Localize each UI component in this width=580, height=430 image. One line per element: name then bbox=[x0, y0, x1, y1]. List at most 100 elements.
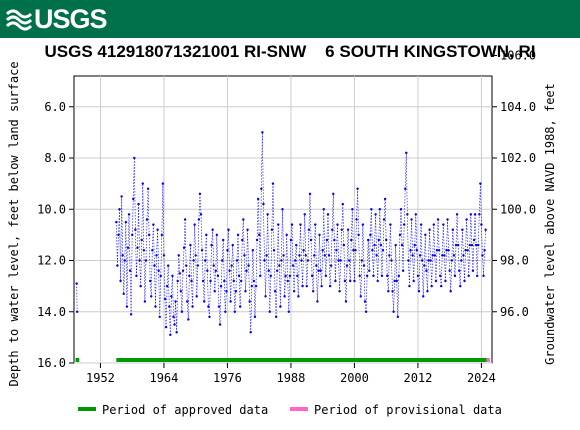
data-point bbox=[377, 238, 380, 242]
series-segment bbox=[461, 229, 463, 261]
series-segment bbox=[362, 224, 365, 266]
usgs-banner: USGS bbox=[0, 0, 580, 38]
series-segment bbox=[203, 260, 206, 302]
series-segment bbox=[199, 193, 202, 215]
series-segment bbox=[125, 222, 128, 307]
x-tick-label: 1988 bbox=[276, 371, 305, 385]
data-point bbox=[341, 202, 344, 206]
data-point bbox=[365, 274, 369, 278]
series-segment bbox=[416, 250, 419, 276]
y-right-tick-label: 98.0 bbox=[500, 254, 529, 268]
series-segment bbox=[428, 229, 430, 261]
data-point bbox=[354, 249, 357, 252]
series-segment bbox=[254, 286, 257, 317]
series-segment bbox=[419, 224, 422, 256]
series-segment bbox=[322, 209, 325, 251]
x-tick-label: 1964 bbox=[149, 371, 178, 385]
data-point bbox=[337, 259, 340, 262]
series-segment bbox=[155, 255, 157, 307]
series-segment bbox=[405, 152, 408, 215]
data-point bbox=[336, 223, 339, 226]
data-point bbox=[364, 310, 368, 313]
data-point bbox=[419, 223, 423, 226]
series-segment bbox=[296, 275, 299, 297]
usgs-logo-text: USGS bbox=[34, 4, 108, 34]
data-point bbox=[375, 254, 378, 257]
series-segment bbox=[389, 224, 391, 256]
series-segment bbox=[367, 239, 370, 271]
series-segment bbox=[453, 255, 456, 276]
data-point bbox=[423, 264, 426, 267]
series-segment bbox=[169, 296, 172, 335]
y-right-tick-label: 106.0 bbox=[500, 49, 536, 63]
series-segment bbox=[471, 245, 474, 271]
series-segment bbox=[117, 234, 119, 266]
data-point bbox=[358, 274, 361, 278]
series-segment bbox=[392, 291, 394, 312]
series-segment bbox=[463, 255, 465, 282]
series-segment bbox=[380, 245, 383, 276]
series-segment bbox=[144, 260, 147, 302]
data-point bbox=[342, 243, 346, 247]
data-point bbox=[406, 213, 409, 216]
series-segment bbox=[177, 255, 180, 282]
data-point bbox=[414, 213, 418, 216]
data-point bbox=[401, 269, 405, 272]
series-segment bbox=[237, 234, 240, 276]
series-segment bbox=[465, 219, 467, 251]
series-segment bbox=[454, 245, 457, 276]
series-segment bbox=[391, 260, 393, 292]
series-segment bbox=[285, 234, 288, 276]
series-segment bbox=[222, 239, 225, 282]
series-segment bbox=[372, 250, 374, 276]
series-segment bbox=[347, 229, 350, 261]
series-segment bbox=[252, 250, 255, 282]
y-axis-left-label: Depth to water level, feet below land su… bbox=[7, 61, 21, 386]
data-point bbox=[362, 264, 366, 267]
series-segment bbox=[358, 234, 361, 276]
series-segment bbox=[220, 260, 223, 287]
data-point bbox=[355, 218, 358, 221]
series-segment bbox=[398, 234, 401, 276]
y-right-tick-label: 102.0 bbox=[500, 151, 536, 165]
series-segment bbox=[214, 270, 217, 292]
series-segment bbox=[241, 219, 244, 241]
data-point bbox=[484, 228, 487, 231]
series-segment bbox=[464, 250, 466, 282]
series-segment bbox=[382, 219, 385, 251]
provisional-period-bar bbox=[486, 358, 490, 362]
series-segment bbox=[475, 245, 478, 276]
series-segment bbox=[327, 214, 330, 256]
series-segment bbox=[145, 219, 148, 261]
series-segment bbox=[149, 280, 152, 297]
data-point bbox=[374, 213, 377, 216]
usgs-logo[interactable]: USGS bbox=[6, 4, 108, 34]
series-segment bbox=[448, 250, 450, 271]
series-segment bbox=[483, 250, 485, 276]
data-point bbox=[356, 187, 359, 190]
series-segment bbox=[477, 214, 480, 246]
x-tick-label: 1976 bbox=[213, 371, 242, 385]
series-segment bbox=[122, 255, 125, 294]
series-segment bbox=[339, 260, 341, 292]
series-segment bbox=[194, 224, 196, 256]
series-segment bbox=[187, 275, 190, 320]
series-segment bbox=[481, 224, 483, 256]
series-segment bbox=[429, 229, 431, 261]
series-segment bbox=[293, 260, 296, 292]
series-segment bbox=[348, 260, 351, 282]
series-segment bbox=[449, 270, 452, 292]
series-segment bbox=[153, 224, 155, 266]
series-segment bbox=[160, 234, 163, 276]
series-segment bbox=[350, 209, 353, 241]
series-segment bbox=[278, 265, 281, 307]
series-segment bbox=[313, 224, 316, 256]
series-segment bbox=[263, 204, 265, 261]
series-segment bbox=[386, 275, 389, 292]
series-segment bbox=[130, 234, 133, 315]
series-segment bbox=[441, 224, 444, 256]
series-segment bbox=[334, 239, 336, 282]
data-point bbox=[398, 233, 402, 237]
series-segment bbox=[462, 229, 464, 256]
data-point bbox=[405, 151, 408, 155]
